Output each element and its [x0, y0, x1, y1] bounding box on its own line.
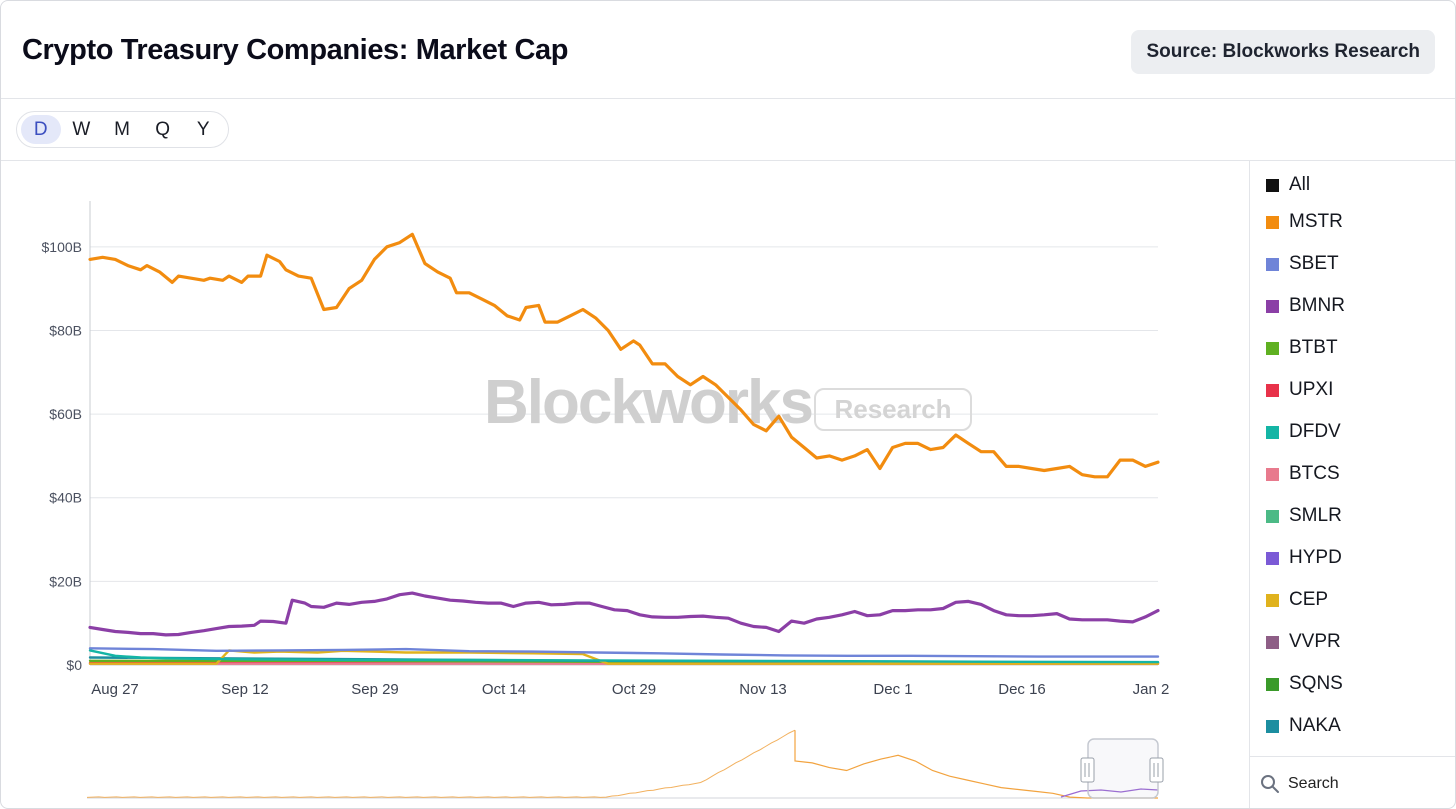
x-tick-label: Dec 16	[998, 681, 1046, 698]
navigator-handle-left[interactable]	[1080, 757, 1095, 783]
legend-swatch	[1266, 635, 1279, 649]
legend-label: SBET	[1289, 253, 1339, 274]
axes: $0 $20B $40B $60B $80B $100B Aug 27 Sep 12 Sep 2…	[42, 201, 1170, 698]
legend-item-dfdv[interactable]: DFDV	[1266, 420, 1341, 444]
legend-swatch	[1266, 467, 1279, 481]
legend-item-mstr[interactable]: MSTR	[1266, 210, 1343, 234]
legend-label: HYPD	[1289, 547, 1342, 568]
legend-swatch	[1266, 383, 1279, 397]
legend-search[interactable]	[1250, 756, 1455, 808]
watermark-brand: Blockworks	[484, 368, 812, 437]
range-button-day[interactable]: D	[21, 115, 61, 144]
legend-item-hypd[interactable]: HYPD	[1266, 546, 1342, 570]
x-tick-label: Jan 2	[1133, 681, 1170, 698]
watermark: Blockworks Research	[484, 368, 972, 437]
legend-swatch	[1266, 593, 1279, 607]
range-toolbar: D W M Q Y	[1, 99, 1455, 161]
y-tick-label: $20B	[49, 573, 82, 589]
legend-label: UPXI	[1289, 379, 1334, 400]
navigator-history-line	[86, 729, 796, 798]
legend-label: MSTR	[1289, 211, 1343, 232]
legend-label: BTBT	[1289, 337, 1338, 358]
legend-swatch	[1266, 341, 1279, 355]
line-chart: Blockworks Research $0 $20B $40B $60B $80B $1…	[42, 201, 1170, 799]
legend-item-vvpr[interactable]: VVPR	[1266, 630, 1341, 654]
legend-item-naka[interactable]: NAKA	[1266, 714, 1341, 738]
legend-item-btbt[interactable]: BTBT	[1266, 336, 1338, 360]
series-line-dfdv[interactable]	[88, 649, 1160, 664]
watermark-badge-frame	[814, 388, 972, 431]
range-button-year[interactable]: Y	[196, 119, 210, 140]
grid-lines	[90, 246, 1158, 666]
x-tick-label: Dec 1	[873, 681, 912, 698]
legend-label: DFDV	[1289, 421, 1341, 442]
series-line-mstr[interactable]	[88, 232, 1160, 479]
legend-item-upxi[interactable]: UPXI	[1266, 378, 1333, 402]
legend-swatch	[1266, 425, 1279, 439]
legend-item-sbet[interactable]: SBET	[1266, 252, 1339, 276]
x-tick-label: Aug 27	[91, 681, 139, 698]
range-button-month[interactable]: M	[114, 119, 130, 140]
legend-label: NAKA	[1289, 715, 1341, 736]
y-tick-label: $40B	[49, 490, 82, 506]
source-badge[interactable]: Source: Blockworks Research	[1131, 30, 1435, 74]
watermark-badge: Research	[834, 394, 951, 424]
legend-swatch	[1266, 677, 1279, 691]
legend-swatch	[1266, 215, 1279, 229]
navigator-selection-window[interactable]	[1087, 738, 1159, 799]
range-button-quarter[interactable]: Q	[155, 119, 170, 140]
navigator-bmnr-line	[1060, 788, 1159, 798]
series-line-sbet[interactable]	[88, 647, 1160, 658]
chart-header: Crypto Treasury Companies: Market Cap So…	[1, 1, 1455, 99]
legend-label: BMNR	[1289, 295, 1345, 316]
legend-swatch	[1266, 509, 1279, 523]
x-tick-label: Sep 29	[351, 681, 399, 698]
legend-swatch	[1266, 299, 1279, 313]
legend-swatch	[1266, 178, 1279, 192]
legend-label: All	[1289, 174, 1311, 195]
legend-label: VVPR	[1289, 631, 1341, 652]
range-selector: D W M Q Y	[16, 111, 229, 148]
legend-item-btcs[interactable]: BTCS	[1266, 462, 1340, 486]
legend-panel: All MSTR SBET BMNR BTBT UPXI DFDV BTCS SMLR HYPD C…	[1249, 161, 1455, 808]
search-icon	[1261, 774, 1279, 793]
y-tick-label: $0	[66, 657, 82, 673]
y-tick-label: $60B	[49, 406, 82, 422]
page-title: Crypto Treasury Companies: Market Cap	[22, 34, 569, 66]
legend-swatch	[1266, 551, 1279, 565]
legend-label: CEP	[1289, 589, 1329, 610]
series-lines	[88, 232, 1160, 665]
range-button-week[interactable]: W	[72, 119, 91, 140]
search-input[interactable]	[1288, 774, 1438, 793]
legend-label: BTCS	[1289, 463, 1340, 484]
x-tick-label: Oct 29	[612, 681, 656, 698]
y-tick-label: $100B	[42, 239, 82, 255]
legend-item-cep[interactable]: CEP	[1266, 588, 1328, 612]
chart-area: Blockworks Research $0 $20B $40B $60B $80B $1…	[1, 161, 1249, 808]
y-tick-label: $80B	[49, 322, 82, 338]
series-line-bmnr[interactable]	[88, 591, 1160, 637]
range-navigator[interactable]	[86, 729, 1164, 799]
legend-item-sqns[interactable]: SQNS	[1266, 672, 1343, 696]
legend-item-all[interactable]: All	[1266, 173, 1310, 197]
x-tick-label: Nov 13	[739, 681, 787, 698]
x-tick-label: Sep 12	[221, 681, 269, 698]
x-tick-label: Oct 14	[482, 681, 526, 698]
navigator-handle-right[interactable]	[1149, 757, 1164, 783]
legend-swatch	[1266, 719, 1279, 733]
legend-label: SMLR	[1289, 505, 1342, 526]
legend-item-smlr[interactable]: SMLR	[1266, 504, 1342, 528]
legend-item-bmnr[interactable]: BMNR	[1266, 294, 1345, 318]
legend-label: SQNS	[1289, 673, 1343, 694]
legend-swatch	[1266, 257, 1279, 271]
